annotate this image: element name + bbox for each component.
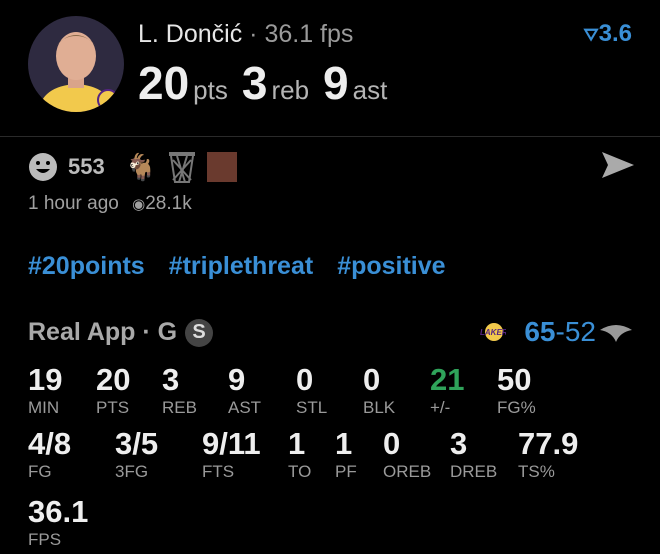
hashtag[interactable]: #positive <box>337 252 446 280</box>
stat-value: 0 <box>363 362 381 397</box>
stat-label: +/- <box>430 398 451 417</box>
stat-value: 4/8 <box>28 426 72 461</box>
stat-value: 3 <box>450 426 468 461</box>
hashtags: #20points #triplethreat #positive <box>28 252 470 281</box>
source-label: Real App · G <box>28 318 178 346</box>
ast-value: 9 <box>323 57 349 109</box>
stat-label: FG% <box>497 398 536 417</box>
stat-value: 50 <box>497 362 532 397</box>
view-count: 28.1k <box>145 193 192 214</box>
stat-label: REB <box>162 398 197 417</box>
fps-delta: ⛛3.6 <box>584 20 633 48</box>
stat-label: OREB <box>383 462 432 481</box>
stat-value: 9/11 <box>202 426 261 461</box>
stat-label: BLK <box>363 398 396 417</box>
stat-value: 21 <box>430 362 465 397</box>
post-time: 1 hour ago <box>28 193 119 214</box>
svg-text:LAKERS: LAKERS <box>480 328 506 337</box>
stat-label: PTS <box>96 398 130 417</box>
score-separator: - <box>555 316 565 347</box>
reaction-bar: 553 🐐 <box>28 150 238 184</box>
post-meta: 1 hour ago ◉28.1k <box>28 193 192 215</box>
stat-value: 77.9 <box>518 426 579 461</box>
pelicans-logo-icon <box>600 325 632 342</box>
opponent-score: 52 <box>564 316 596 347</box>
stat-value: 3/5 <box>115 426 159 461</box>
fps-value: 36.1 fps <box>264 20 354 48</box>
eye-icon: ◉ <box>132 196 146 213</box>
player-avatar[interactable] <box>28 16 124 112</box>
smiley-icon[interactable] <box>28 152 58 182</box>
hashtag[interactable]: #20points <box>28 252 145 280</box>
team-score: 65 <box>524 316 556 347</box>
reb-value: 3 <box>241 57 268 109</box>
image-reaction-icon[interactable] <box>207 152 238 182</box>
stat-label: FTS <box>202 462 235 481</box>
player-name[interactable]: L. Dončić <box>138 20 243 48</box>
stat-value: 3 <box>162 362 180 397</box>
headline-stats: 20 pts 3 reb 9 ast <box>138 56 401 110</box>
stat-label: 3FG <box>115 462 149 481</box>
goat-icon[interactable]: 🐐 <box>124 151 158 182</box>
delta-value: 3.6 <box>598 20 632 47</box>
stat-value: 0 <box>296 362 314 397</box>
stat-label: FG <box>28 462 52 481</box>
player-name-line: L. Dončić · 36.1 fps <box>138 20 354 48</box>
basket-icon[interactable] <box>167 150 197 184</box>
stat-label: DREB <box>450 462 498 481</box>
stat-label: AST <box>228 398 262 417</box>
stat-label: FPS <box>28 530 62 549</box>
stat-value: 1 <box>335 426 353 461</box>
lakers-logo-icon: LAKERS <box>478 322 514 347</box>
stat-value: 20 <box>96 362 131 397</box>
stat-label: TO <box>288 462 312 481</box>
divider <box>0 136 660 137</box>
stat-label: PF <box>335 462 357 481</box>
reb-unit: reb <box>271 75 310 105</box>
hashtag[interactable]: #triplethreat <box>168 252 314 280</box>
stat-value: 19 <box>28 362 63 397</box>
stat-label: MIN <box>28 398 60 417</box>
stat-value: 9 <box>228 362 246 397</box>
game-score[interactable]: 65-52 <box>524 316 596 348</box>
stat-label: STL <box>296 398 328 417</box>
pts-unit: pts <box>193 75 228 105</box>
stat-value: 0 <box>383 426 401 461</box>
source-line: Real App · G S <box>28 318 214 347</box>
trend-icon: ⛛ <box>583 25 599 45</box>
stat-label: TS% <box>518 462 555 481</box>
share-icon[interactable] <box>602 152 634 178</box>
stat-value: 1 <box>288 426 306 461</box>
player-photo-icon <box>38 32 119 112</box>
stat-value: 36.1 <box>28 494 89 529</box>
ast-unit: ast <box>352 75 388 105</box>
reaction-count: 553 <box>68 154 105 179</box>
pts-value: 20 <box>138 57 190 109</box>
status-badge: S <box>185 318 214 347</box>
